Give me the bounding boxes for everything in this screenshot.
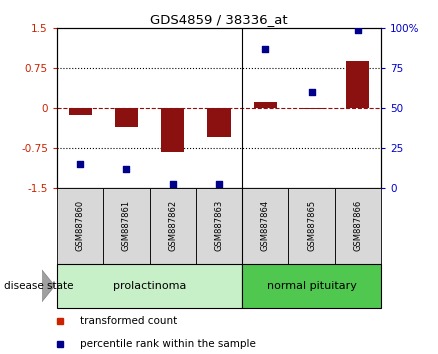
Bar (57, 264, 242, 308)
Bar (289, 188, 335, 264)
Bar (103, 188, 149, 264)
Text: prolactinoma: prolactinoma (113, 281, 186, 291)
Text: GSM887865: GSM887865 (307, 200, 316, 251)
Bar (242, 188, 289, 264)
Polygon shape (42, 270, 55, 302)
Text: GSM887862: GSM887862 (168, 200, 177, 251)
Text: GSM887863: GSM887863 (215, 200, 223, 251)
Point (169, 182, 176, 187)
Bar (149, 188, 196, 264)
Text: percentile rank within the sample: percentile rank within the sample (80, 339, 255, 349)
Point (354, 27, 361, 33)
Bar (115, 108, 138, 127)
Text: GSM887866: GSM887866 (353, 200, 362, 251)
Text: GSM887860: GSM887860 (76, 200, 85, 251)
Bar (346, 61, 370, 108)
Text: GSM887864: GSM887864 (261, 200, 270, 251)
Bar (242, 264, 381, 308)
Bar (57, 188, 103, 264)
Text: GSM887861: GSM887861 (122, 200, 131, 251)
Point (77, 161, 84, 167)
Bar (161, 108, 184, 152)
Point (308, 89, 315, 95)
Title: GDS4859 / 38336_at: GDS4859 / 38336_at (150, 13, 288, 26)
Bar (335, 188, 381, 264)
Point (215, 182, 223, 187)
Point (262, 46, 269, 52)
Bar (254, 102, 277, 108)
Bar (300, 108, 323, 109)
Text: disease state: disease state (4, 281, 74, 291)
Bar (196, 188, 242, 264)
Point (123, 166, 130, 171)
Bar (68, 108, 92, 115)
Text: normal pituitary: normal pituitary (267, 281, 357, 291)
Text: transformed count: transformed count (80, 316, 177, 326)
Bar (208, 108, 230, 137)
